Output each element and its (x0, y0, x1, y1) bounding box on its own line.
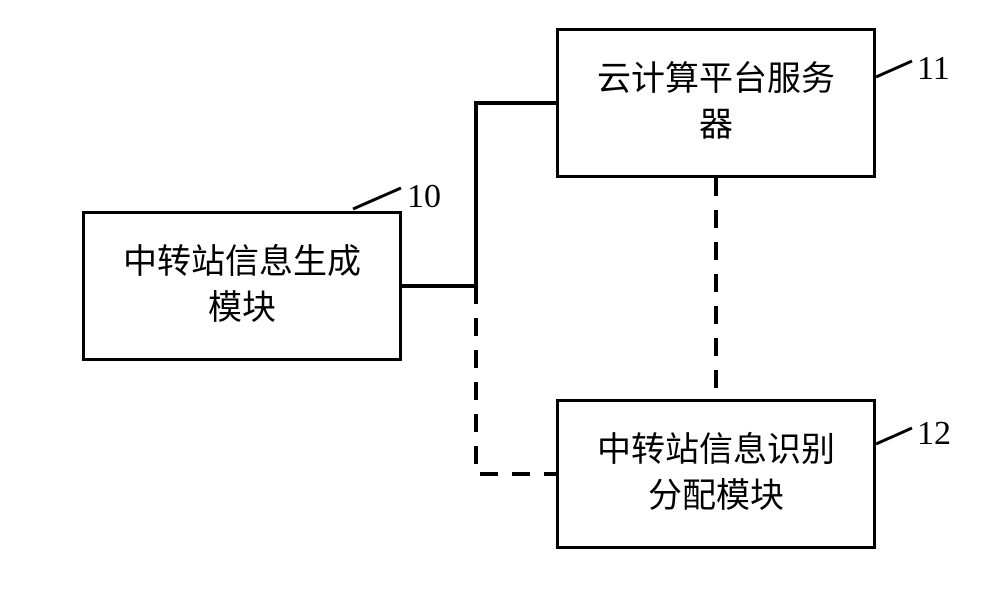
node-n10: 中转站信息生成 模块 (82, 211, 402, 361)
ref-tick-11 (876, 61, 912, 77)
edge-n10-n12 (476, 286, 556, 474)
node-n11: 云计算平台服务 器 (556, 28, 876, 178)
ref-label-10: 10 (407, 178, 441, 216)
ref-tick-12 (876, 428, 912, 444)
node-label: 云计算平台服务 器 (597, 57, 835, 149)
ref-label-11: 11 (917, 50, 950, 88)
ref-tick-10 (353, 188, 401, 209)
node-label: 中转站信息生成 模块 (123, 240, 361, 332)
block-diagram: 中转站信息生成 模块 10 云计算平台服务 器 11 中转站信息识别 分配模块 12 (0, 0, 1000, 611)
node-label: 中转站信息识别 分配模块 (597, 428, 835, 520)
node-n12: 中转站信息识别 分配模块 (556, 399, 876, 549)
ref-label-12: 12 (917, 415, 951, 453)
